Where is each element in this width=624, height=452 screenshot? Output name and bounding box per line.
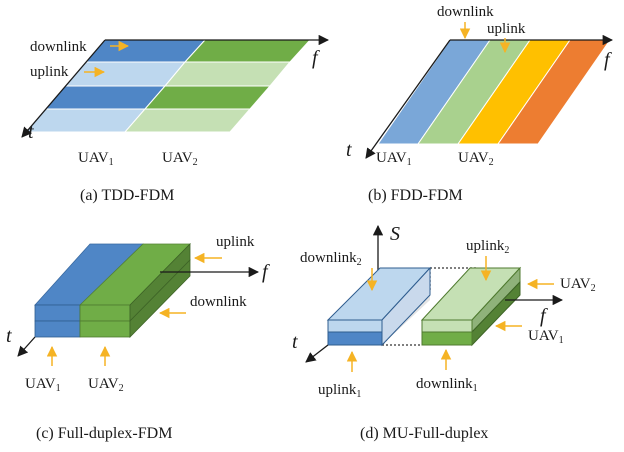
label-b-downlink: downlink xyxy=(437,4,494,20)
label-d-uplink2: uplink2 xyxy=(466,238,509,256)
axis-a-f-label: f xyxy=(312,47,320,69)
box-c-front-lower-left xyxy=(34,320,81,338)
label-c-uplink: uplink xyxy=(216,234,255,250)
axis-c-t xyxy=(17,336,36,357)
box-c-front-lower-right xyxy=(79,320,131,338)
label-a-uav2: UAV2 xyxy=(162,150,198,168)
axis-a-t xyxy=(21,39,106,138)
cell-a-r4-c2 xyxy=(123,108,252,133)
axis-d-t xyxy=(305,344,329,363)
box-d-left-front-upper xyxy=(327,319,383,333)
label-b-uav1: UAV1 xyxy=(376,150,412,168)
label-d-uav1: UAV1 xyxy=(528,328,564,346)
label-a-uav1: UAV1 xyxy=(78,150,114,168)
caption-b: (b) FDD-FDM xyxy=(368,187,463,204)
label-a-uplink: uplink xyxy=(30,64,69,80)
axis-b-t xyxy=(365,39,451,159)
box-c-front-upper-right xyxy=(79,304,131,322)
axis-d-s-label: S xyxy=(390,223,400,245)
label-a-downlink: downlink xyxy=(30,39,87,55)
caption-d: (d) MU-Full-duplex xyxy=(360,425,488,442)
axis-b-t-label: t xyxy=(346,139,352,161)
label-c-downlink: downlink xyxy=(190,294,247,310)
box-d-right-front-lower xyxy=(421,331,473,346)
label-d-downlink2: downlink2 xyxy=(300,250,362,268)
axis-b-f-label: f xyxy=(604,49,612,71)
caption-c: (c) Full-duplex-FDM xyxy=(36,425,172,442)
axis-a-t-label: t xyxy=(28,121,34,143)
box-d-right-front-upper xyxy=(421,319,473,333)
box-d-left-front-lower xyxy=(327,331,383,346)
label-d-uplink1: uplink1 xyxy=(318,382,361,400)
panel-b: f t downlink uplink UAV1 UAV2 (b) FDD-FD… xyxy=(346,4,614,204)
panel-a: f t downlink uplink UAV1 UAV2 (a) TDD-FD… xyxy=(21,34,330,204)
caption-a: (a) TDD-FDM xyxy=(80,187,174,204)
cell-a-r2-c2 xyxy=(163,61,292,87)
panel-c: f t uplink downlink UAV1 UAV2 (c) Full-d… xyxy=(6,234,270,442)
axis-d-f-label: f xyxy=(540,305,548,327)
cell-a-r1-c2 xyxy=(183,39,312,63)
label-d-downlink1: downlink1 xyxy=(416,376,478,394)
label-d-uav2: UAV2 xyxy=(560,276,596,294)
panel-d: S f t downlink2 uplink2 UAV2 UAV1 uplink… xyxy=(292,223,596,442)
label-c-uav2: UAV2 xyxy=(88,376,124,394)
label-c-uav1: UAV1 xyxy=(25,376,61,394)
axis-d-t-label: t xyxy=(292,331,298,353)
axis-c-t-label: t xyxy=(6,325,12,347)
box-c-front-upper-left xyxy=(34,304,81,322)
label-b-uav2: UAV2 xyxy=(458,150,494,168)
label-b-uplink: uplink xyxy=(487,21,526,37)
cell-a-r3-c2 xyxy=(143,85,272,110)
axis-c-f-label: f xyxy=(262,261,270,283)
box-c-side-lower xyxy=(129,259,191,338)
